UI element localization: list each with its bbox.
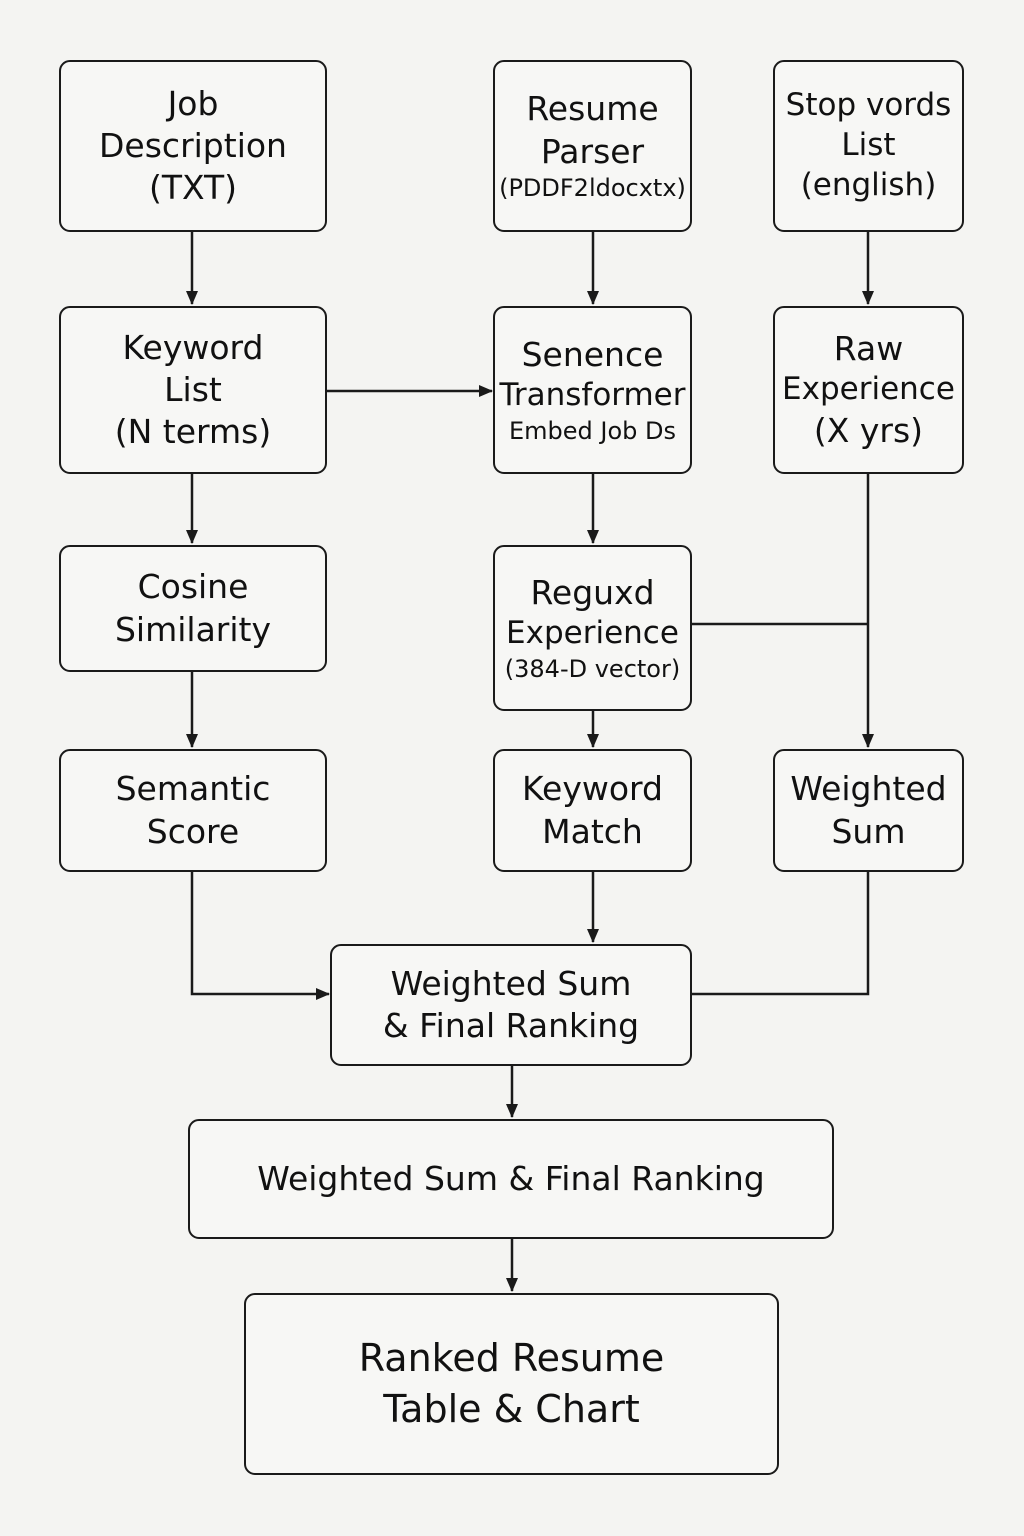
node-label-line: Stop vords (785, 87, 952, 124)
node-label-line: & Final Ranking (382, 1006, 640, 1045)
node-label-line: Description (99, 125, 287, 165)
node-label-line: Similarity (114, 609, 272, 649)
node-label-line: Semantic (115, 769, 271, 809)
raw-experience-node: Raw Experience (X yrs) (773, 306, 964, 474)
node-label-line: (english) (800, 166, 937, 203)
node-label-line: Cosine (137, 567, 249, 607)
node-label-line: Table & Chart (383, 1387, 640, 1431)
stop-words-list-node: Stop vords List (english) (773, 60, 964, 232)
node-label-line: (TXT) (148, 168, 238, 208)
cosine-similarity-node: Cosine Similarity (59, 545, 327, 672)
keyword-match-node: Keyword Match (493, 749, 692, 872)
node-label-line: Keyword (122, 327, 264, 367)
weighted-sum-final-ranking-wide-node: Weighted Sum & Final Ranking (188, 1119, 834, 1239)
node-label-line: List (841, 127, 896, 164)
node-label-line: Reguxd (530, 572, 655, 612)
node-label-line: Match (542, 811, 643, 851)
node-label-line: (PDDF2ldocxtx) (499, 173, 686, 202)
node-label-line: Ranked Resume (358, 1335, 665, 1380)
ranked-resume-table-chart-node: Ranked Resume Table & Chart (244, 1293, 779, 1475)
weighted-sum-node: Weighted Sum (773, 749, 964, 872)
node-label-line: Job (167, 83, 219, 123)
node-label-line: Weighted Sum (390, 963, 632, 1003)
node-label-line: Weighted (790, 769, 947, 809)
node-label-line: Keyword (522, 769, 663, 809)
node-label-line: (N terms) (114, 412, 272, 452)
job-description-node: Job Description (TXT) (59, 60, 327, 232)
node-label-line: (X yrs) (813, 410, 924, 450)
keyword-list-node: Keyword List (N terms) (59, 306, 327, 474)
node-label-line: Embed Job Ds (508, 416, 676, 445)
node-label-line: List (164, 369, 222, 409)
node-label-line: Sum (831, 811, 906, 851)
weighted-sum-final-ranking-node: Weighted Sum & Final Ranking (330, 944, 692, 1066)
node-label-line: (384-D vector) (504, 654, 681, 683)
edge-weightedsum-to-final (692, 872, 870, 996)
semantic-score-node: Semantic Score (59, 749, 327, 872)
node-label-line: Parser (540, 131, 645, 171)
node-label-line: Raw (833, 328, 904, 368)
node-label-line: Weighted Sum & Final Ranking (257, 1158, 765, 1198)
node-label-line: Experience (782, 371, 955, 408)
node-label-line: Score (146, 811, 240, 851)
node-label-line: Senence (521, 334, 664, 374)
node-label-line: Resume (526, 89, 659, 129)
sentence-transformer-node: Senence Transformer Embed Job Ds (493, 306, 692, 474)
node-label-line: Experience (506, 614, 679, 651)
required-experience-node: Reguxd Experience (384-D vector) (493, 545, 692, 711)
edge-semantic-to-final (190, 872, 330, 1000)
node-label-line: Transformer (499, 376, 686, 413)
resume-parser-node: Resume Parser (PDDF2ldocxtx) (493, 60, 692, 232)
